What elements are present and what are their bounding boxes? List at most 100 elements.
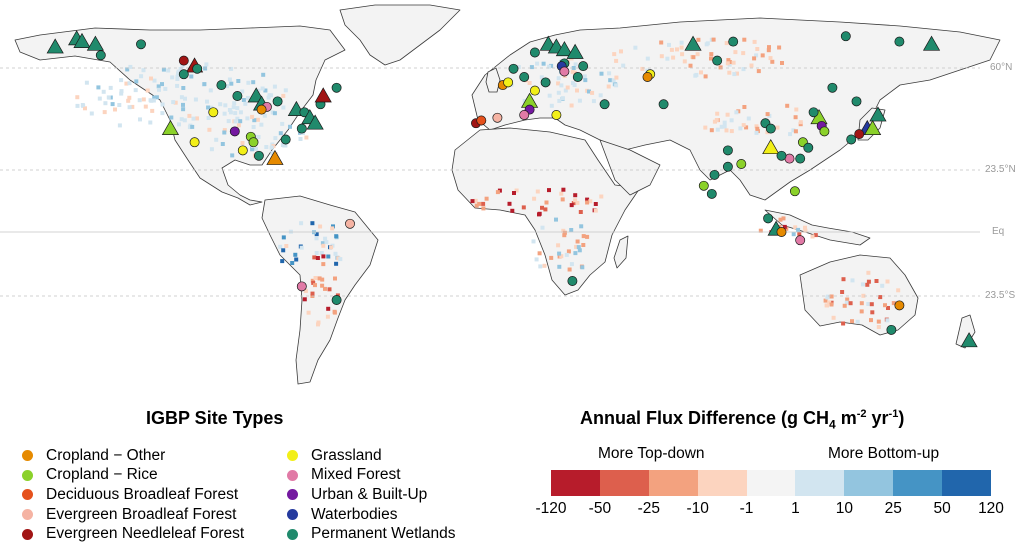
flux-cell [793, 225, 798, 230]
flux-cell [741, 123, 746, 128]
flux-cell [709, 56, 713, 61]
site-marker [846, 134, 857, 145]
flux-cell [793, 129, 798, 134]
flux-cell [606, 84, 611, 89]
site-marker [248, 137, 259, 148]
site-marker [736, 159, 747, 169]
flux-cell [742, 37, 747, 42]
flux-cell [659, 40, 664, 45]
scale-tick-label: 120 [978, 500, 1004, 517]
flux-cell [714, 118, 719, 122]
flux-cell [179, 95, 184, 100]
mixed-forest-swatch [287, 469, 298, 481]
flux-color-scale [551, 470, 992, 496]
flux-cell [688, 63, 693, 68]
site-marker [232, 91, 243, 101]
flux-cell [752, 39, 757, 44]
flux-cell [782, 224, 787, 229]
flux-cell [218, 102, 223, 107]
flux-cell [860, 282, 865, 287]
flux-cell [718, 65, 723, 70]
flux-cell [791, 232, 796, 237]
site-marker [827, 82, 838, 93]
legend-item-waterbodies: Waterbodies [287, 505, 455, 525]
site-marker [519, 72, 530, 82]
flux-cell [559, 83, 564, 88]
flux-cell [557, 98, 562, 103]
flux-cell [262, 113, 267, 118]
flux-cell [333, 251, 338, 256]
flux-cell [175, 77, 180, 81]
site-marker [95, 50, 106, 61]
site-marker [178, 69, 189, 80]
site-marker [237, 145, 248, 156]
permanent-wetlands-swatch [287, 528, 298, 540]
flux-cell [562, 233, 567, 238]
site-marker [894, 36, 905, 47]
flux-cell [138, 117, 142, 122]
site-marker [296, 281, 307, 292]
flux-cell [190, 124, 195, 129]
flux-cell [754, 124, 759, 129]
flux-cell [175, 74, 180, 79]
flux-cell [290, 261, 295, 265]
flux-cell [250, 114, 255, 119]
site-marker [922, 35, 941, 51]
flux-cell [598, 93, 603, 98]
flux-cell [320, 283, 325, 288]
flux-cell [310, 221, 315, 226]
flux-cell [256, 88, 261, 93]
flux-cell [859, 309, 864, 314]
flux-cell [770, 59, 775, 64]
flux-cell [896, 288, 901, 293]
flux-cell [564, 252, 569, 257]
flux-cell [562, 230, 567, 235]
scale-cell [599, 470, 649, 496]
site-marker [296, 123, 307, 134]
flux-cell [269, 145, 274, 150]
site-marker [776, 227, 787, 237]
flux-cell [110, 102, 115, 107]
flux-cell [829, 302, 834, 307]
flux-cell [727, 70, 732, 75]
flux-cell [127, 81, 132, 86]
evergreen-broadleaf-swatch [22, 509, 33, 521]
flux-cell [574, 244, 579, 249]
cropland-rice-swatch [22, 469, 33, 481]
site-legend-title: IGBP Site Types [146, 408, 284, 428]
flux-cell [669, 47, 674, 52]
site-marker [684, 35, 702, 51]
flux-cell [556, 90, 561, 95]
flux-cell [575, 200, 580, 205]
site-marker [578, 61, 589, 72]
flux-cell [611, 78, 616, 83]
flux-cell [540, 205, 544, 210]
flux-cell [214, 137, 219, 142]
flux-cell [173, 100, 178, 105]
flux-cell [709, 128, 714, 133]
flux-cell [608, 78, 613, 83]
flux-cell [844, 300, 849, 305]
flux-cell [181, 102, 185, 107]
flux-cell [272, 84, 277, 89]
site-marker [803, 142, 814, 153]
flux-cell [874, 279, 879, 283]
flux-cell [573, 193, 578, 198]
flux-cell [281, 93, 286, 98]
site-marker [722, 145, 733, 156]
site-marker [86, 35, 105, 51]
site-marker [161, 119, 180, 135]
site-marker [567, 276, 578, 286]
flux-cell [726, 58, 731, 63]
flux-cell [841, 321, 846, 326]
flux-cell [569, 103, 574, 108]
flux-cell [75, 95, 80, 100]
flux-cell [572, 70, 577, 75]
flux-cell [733, 50, 738, 55]
flux-cell [566, 249, 571, 254]
flux-cell [585, 200, 590, 205]
flux-cell [484, 196, 489, 201]
site-legend-col-1: Cropland − Other Cropland − Rice Deciduo… [22, 446, 244, 544]
site-marker [519, 110, 530, 120]
site-marker [851, 96, 862, 107]
